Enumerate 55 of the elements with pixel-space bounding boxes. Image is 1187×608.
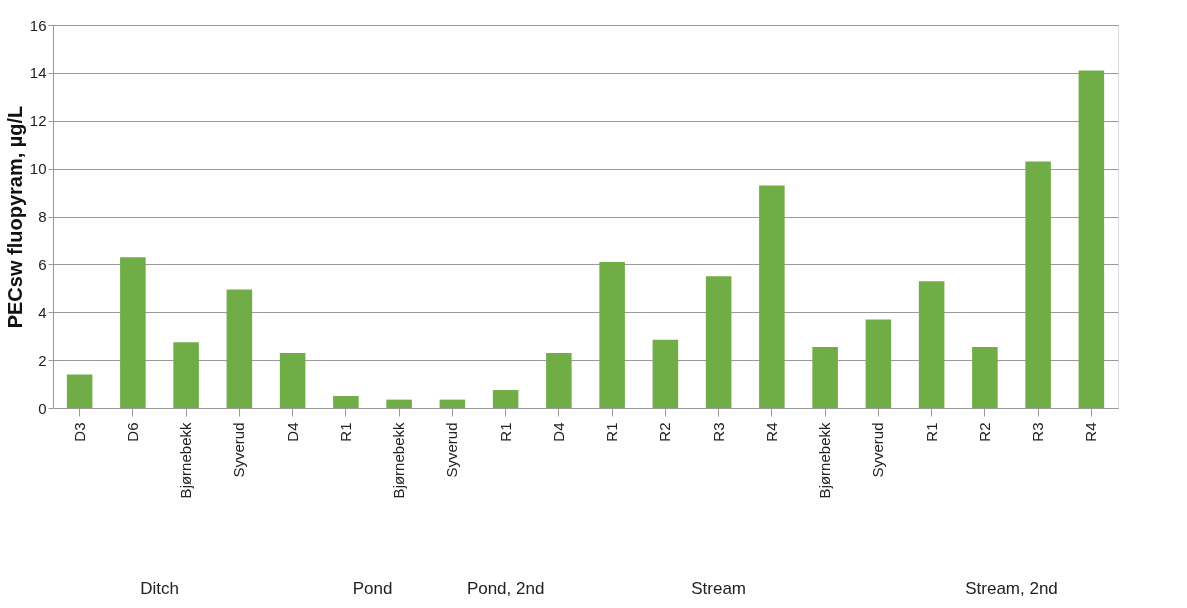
bar [439,399,466,408]
bar [812,346,838,408]
bar [333,396,359,408]
bar [120,257,146,408]
bar [759,185,785,408]
y-tick-label: 8 [38,208,47,225]
x-tick-label: D3 [70,422,88,442]
x-tick-label: Bjørnebekk [177,422,195,499]
x-tick-label: Bjørnebekk [390,422,408,499]
y-tick-label: 12 [29,112,47,130]
text: Ditch [140,579,179,598]
y-tick-label: 0 [38,399,47,417]
x-tick-label: R4 [762,422,780,442]
bar [705,276,732,408]
text: Pond [352,579,393,598]
x-tick-label: R1 [603,422,621,442]
x-tick-label: R2 [656,422,674,442]
bar [652,339,679,408]
x-tick-label: D4 [549,422,567,442]
bar [546,352,572,408]
bar [1078,70,1105,408]
y-tick-label: 4 [38,303,47,321]
text: Stream, 2nd [965,579,1058,598]
x-tick-label: D4 [283,422,301,442]
bar [66,374,93,408]
bar [279,352,306,408]
x-tick-label: D6 [123,422,141,442]
text: Pond, 2nd [466,579,545,598]
x-tick-label: R1 [922,422,940,442]
y-tick-label: 14 [29,64,47,82]
y-tick-label: 2 [38,351,47,369]
bar [1025,161,1051,408]
bar [918,281,945,408]
bar [599,261,625,408]
x-tick-label: R1 [336,422,354,442]
x-tick-label: Syverud [869,422,887,478]
x-tick-label: R3 [1029,422,1047,442]
x-tick-label: R1 [496,422,514,442]
x-tick-label: Syverud [230,422,248,478]
y-axis-title: PECsw fluopyram, µg/L [3,105,26,329]
bar [386,399,412,408]
bar [173,342,199,408]
bar [865,319,892,408]
y-tick-label: 16 [29,16,47,34]
x-tick-label: R3 [709,422,727,442]
bar [972,346,998,408]
y-tick-label: 10 [29,160,47,178]
x-tick-label: R2 [975,422,993,442]
bar [492,390,519,408]
x-tick-label: Syverud [443,422,461,478]
x-tick-label: R4 [1082,422,1100,442]
text: Stream [691,579,747,598]
bar [226,289,253,408]
y-tick-label: 6 [38,255,47,273]
x-tick-label: Bjørnebekk [816,422,834,499]
